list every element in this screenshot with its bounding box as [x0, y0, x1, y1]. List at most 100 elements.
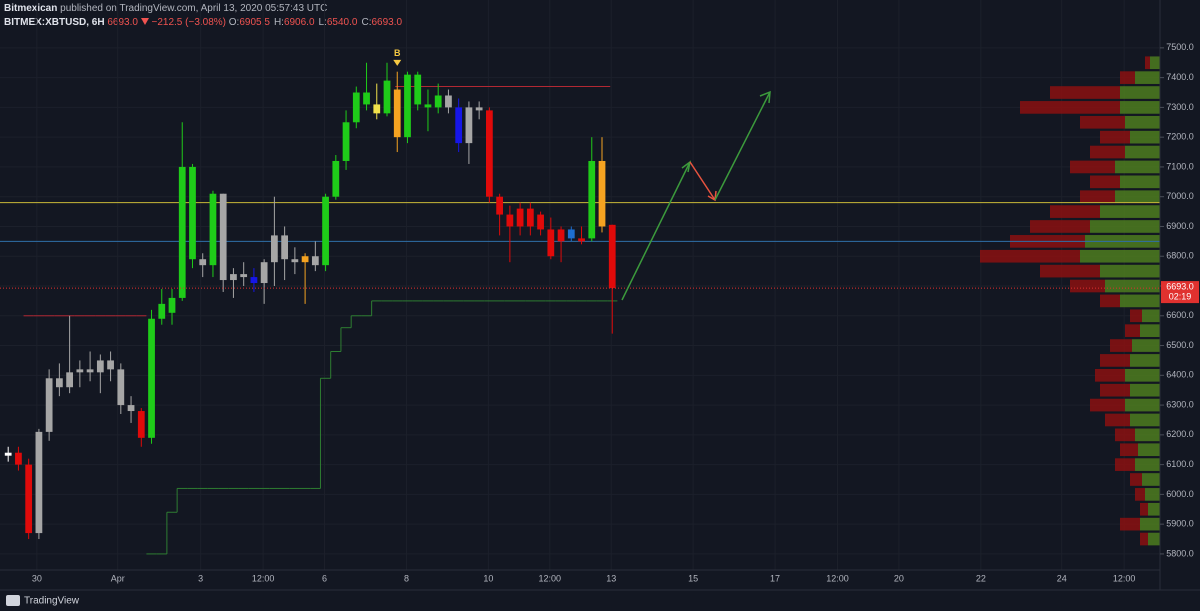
- candle-body: [301, 256, 309, 263]
- candle-body: [455, 107, 463, 144]
- ohlc-label: C:: [361, 17, 372, 28]
- candle-body: [445, 95, 452, 108]
- profile-up: [1120, 294, 1160, 308]
- candle-body: [578, 238, 585, 242]
- symbol: BITMEX:XBTUSD, 6H: [4, 17, 105, 28]
- y-tick-label: 7200.0: [1166, 132, 1194, 142]
- candle-body: [56, 378, 63, 388]
- last-price-tag: [1161, 281, 1199, 304]
- profile-up: [1140, 324, 1160, 337]
- candle-body: [424, 104, 432, 108]
- brand-logo: [6, 595, 20, 606]
- published: published on TradingView.com, April 13, …: [60, 3, 328, 14]
- y-tick-label: 6400.0: [1166, 370, 1194, 380]
- y-tick-label: 5800.0: [1166, 548, 1194, 558]
- x-tick-label: Apr: [111, 573, 125, 583]
- candle-body: [178, 166, 186, 298]
- candle-body: [107, 360, 114, 370]
- x-tick-label: 6: [322, 573, 327, 583]
- profile-up: [1130, 354, 1160, 367]
- profile-up: [1130, 413, 1160, 427]
- ohlc-label: L:: [318, 17, 327, 28]
- profile-up: [1150, 56, 1160, 70]
- profile-down: [1115, 458, 1135, 471]
- profile-down: [1100, 130, 1130, 144]
- profile-up: [1135, 71, 1160, 84]
- annotation: B: [394, 48, 401, 58]
- ohlc-value: 6693.0: [371, 17, 403, 28]
- x-tick-label: 30: [32, 573, 42, 583]
- x-tick-label: 20: [894, 573, 904, 583]
- candle-body: [86, 369, 94, 373]
- profile-down: [1090, 398, 1125, 412]
- y-tick-label: 6000.0: [1166, 489, 1194, 499]
- profile-up: [1090, 220, 1160, 233]
- y-tick-label: 5900.0: [1166, 519, 1194, 529]
- drawn-arrow: [714, 91, 771, 201]
- profile-down: [980, 249, 1080, 263]
- change: −212.5 (−3.08%): [151, 17, 227, 28]
- symbol-line: BITMEX:XBTUSD, 6H 6693.0 −212.5 (−3.08%)…: [4, 16, 406, 30]
- candle-body: [506, 214, 514, 227]
- candle-body: [240, 274, 248, 278]
- header: Bitmexican published on TradingView.com,…: [4, 2, 406, 30]
- profile-down: [1110, 339, 1132, 352]
- profile-up: [1138, 443, 1160, 457]
- profile-up: [1130, 383, 1160, 397]
- ohlc-value: 6906.0: [283, 17, 315, 28]
- profile-up: [1125, 145, 1160, 159]
- candle-body: [475, 107, 483, 111]
- x-tick-label: 8: [404, 573, 409, 583]
- ohlc-label: O:: [228, 17, 240, 28]
- candle-body: [322, 196, 329, 266]
- profile-up: [1145, 488, 1160, 501]
- profile-up: [1135, 428, 1160, 442]
- ohlc: O:6905.5 H:6906.0 L:6540.0 C:6693.0: [229, 17, 406, 28]
- candle-body: [373, 104, 381, 114]
- candle-body: [96, 360, 104, 373]
- y-tick-label: 7300.0: [1166, 102, 1194, 112]
- candle-body: [45, 378, 53, 432]
- profile-up: [1148, 532, 1160, 546]
- candle-body: [15, 452, 22, 465]
- profile-up: [1120, 101, 1160, 114]
- profile-down: [1080, 190, 1115, 204]
- y-tick-label: 6300.0: [1166, 399, 1194, 409]
- candle-body: [588, 160, 596, 239]
- profile-down: [1120, 517, 1140, 531]
- profile-up: [1135, 458, 1160, 471]
- author: Bitmexican: [4, 3, 58, 14]
- profile-down: [1140, 502, 1148, 516]
- candle-body: [363, 92, 370, 105]
- arrow-head: [759, 90, 771, 104]
- candle-body: [291, 259, 299, 263]
- candle-body: [209, 193, 217, 266]
- candle-body: [219, 193, 227, 281]
- candle-body: [35, 431, 43, 534]
- y-tick-label: 7500.0: [1166, 42, 1194, 52]
- profile-up: [1105, 279, 1160, 293]
- y-tick-label: 7400.0: [1166, 72, 1194, 82]
- profile-down: [1070, 279, 1105, 293]
- candle-body: [66, 372, 73, 388]
- profile-down: [1090, 175, 1120, 189]
- candle-body: [25, 464, 33, 534]
- candle-body: [393, 89, 401, 138]
- profile-down: [1115, 428, 1135, 442]
- profile-up: [1140, 517, 1160, 531]
- x-tick-label: 3: [198, 573, 203, 583]
- x-tick-label: 12:00: [252, 573, 275, 583]
- candle-body: [598, 160, 606, 227]
- profile-down: [1080, 115, 1125, 129]
- down-triangle: [140, 18, 149, 25]
- y-tick-label: 6100.0: [1166, 459, 1194, 469]
- y-tick-label: 6200.0: [1166, 429, 1194, 439]
- candle-body: [547, 229, 555, 257]
- candle-body: [260, 262, 268, 284]
- last: 6693.0: [107, 17, 138, 28]
- x-tick-label: 10: [483, 573, 493, 583]
- y-tick-label: 6500.0: [1166, 340, 1194, 350]
- candle-body: [352, 92, 360, 123]
- candle-body: [168, 297, 176, 313]
